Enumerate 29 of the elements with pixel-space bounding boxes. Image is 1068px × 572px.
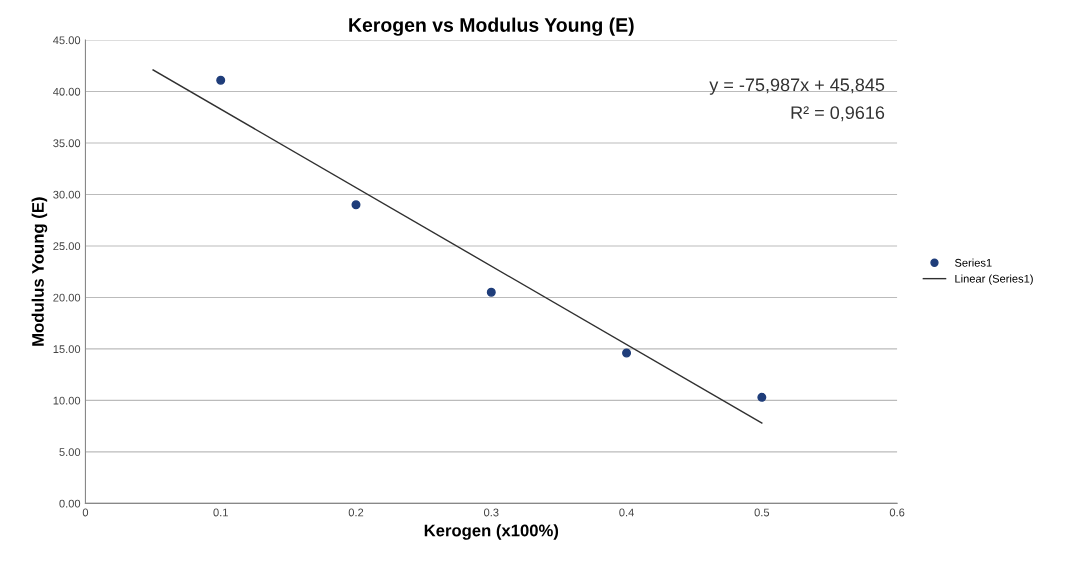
x-tick-label: 0.1 (213, 508, 228, 517)
point (216, 75, 226, 85)
y-tick-label: 35.00 (53, 139, 81, 148)
x-tick-label: 0.3 (483, 508, 499, 517)
legend-label: Linear (Series1) (955, 274, 1033, 285)
y-tick-label: 10.00 (53, 396, 81, 405)
point (351, 200, 361, 210)
y-tick-label: 5.00 (59, 448, 81, 457)
y-tick-label: 20.00 (53, 293, 81, 302)
annotation: R² = 0,9616 (791, 106, 885, 122)
annotation: y = -75,987x + 45,845 (709, 78, 885, 95)
x-axis-title: Kerogen (x100%) (424, 524, 559, 540)
y-tick-label: 45.00 (53, 36, 81, 45)
y-tick-label: 40.00 (53, 87, 81, 96)
x-tick-label: 0.4 (619, 508, 634, 517)
x-tick-label: 0 (82, 508, 89, 517)
point (486, 287, 496, 297)
y-tick-label: 0.00 (59, 499, 81, 508)
y-tick-label: 25.00 (53, 242, 81, 251)
point (757, 392, 767, 402)
legend-label: Series1 (954, 258, 992, 267)
x-tick-label: 0.5 (754, 508, 770, 517)
chart-title: Kerogen vs Modulus Young (E) (349, 17, 634, 36)
x-tick-label: 0.2 (348, 508, 364, 517)
y-tick-label: 15.00 (53, 345, 81, 354)
point (622, 348, 632, 358)
y-tick-label: 30.00 (53, 190, 81, 199)
y-axis-title: Modulus Young (E) (31, 197, 48, 346)
x-tick-label: 0.6 (889, 508, 905, 517)
